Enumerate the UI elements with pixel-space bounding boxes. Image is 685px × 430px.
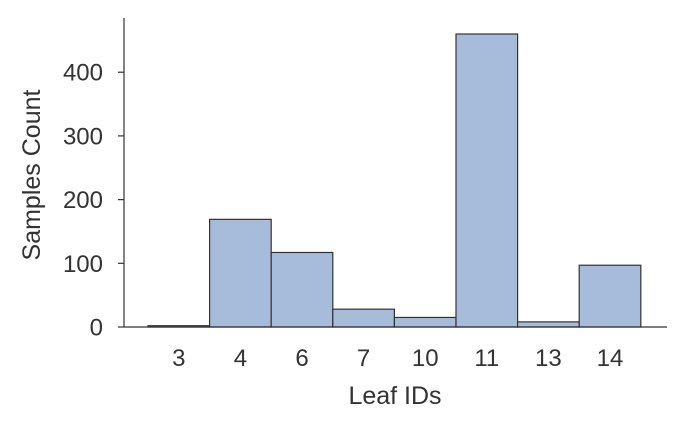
bar-6 xyxy=(270,251,334,328)
x-tick-label-7: 7 xyxy=(357,345,370,372)
bar-13 xyxy=(516,321,580,328)
bar-7 xyxy=(332,308,395,328)
y-tick-label-200: 200 xyxy=(63,187,103,214)
x-tick-label-4: 4 xyxy=(234,345,247,372)
x-tick-label-10: 10 xyxy=(412,345,439,372)
x-axis-ticks: 3 4 6 7 10 11 13 14 xyxy=(172,345,623,372)
bars-group xyxy=(147,33,642,328)
y-tick-label-400: 400 xyxy=(63,60,103,87)
x-tick-label-6: 6 xyxy=(295,345,308,372)
x-axis-label: Leaf IDs xyxy=(348,382,441,410)
x-tick-label-13: 13 xyxy=(535,345,562,372)
x-tick-label-3: 3 xyxy=(172,345,185,372)
y-tick-label-100: 100 xyxy=(63,251,103,278)
y-axis-label: Samples Count xyxy=(18,89,46,260)
bar-14 xyxy=(578,264,642,328)
x-tick-label-11: 11 xyxy=(474,345,499,372)
bar-4 xyxy=(209,218,272,328)
bar-10 xyxy=(393,316,457,328)
bar-11 xyxy=(455,33,519,328)
y-tick-label-0: 0 xyxy=(90,315,103,342)
y-tick-label-300: 300 xyxy=(63,123,103,150)
y-axis-ticks: 0 100 200 300 400 xyxy=(63,60,124,342)
x-tick-label-14: 14 xyxy=(597,345,624,372)
